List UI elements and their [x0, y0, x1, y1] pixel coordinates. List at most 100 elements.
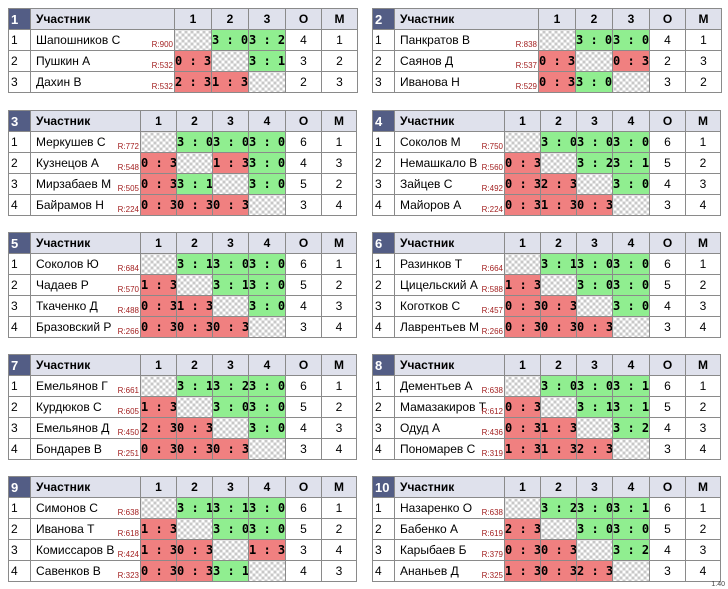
column-header-2: 2: [211, 8, 249, 30]
participant-header: Участник: [394, 354, 505, 376]
score-cell: 3 : 1: [248, 50, 286, 72]
player-name: Саянов Д: [400, 54, 454, 68]
group-number: 6: [372, 232, 395, 254]
player-place: 3: [685, 295, 721, 317]
player-name: Симонов С: [36, 501, 98, 515]
player-name-cell: Меркушев С R:772: [30, 131, 141, 153]
player-name-cell: Иванова Н R:529: [394, 71, 539, 93]
column-header-4: 4: [248, 110, 286, 132]
player-points: 4: [649, 417, 686, 439]
column-header-2: 2: [540, 354, 577, 376]
score-cell: 0 : 3: [140, 173, 177, 195]
column-header-1: 1: [140, 476, 177, 498]
column-header-2: 2: [176, 232, 213, 254]
player-name-cell: Разинков Т R:664: [394, 253, 505, 275]
score-cell: 1 : 3: [540, 194, 577, 216]
score-cell: 3 : 0: [212, 253, 249, 275]
score-cell: 3 : 0: [612, 518, 650, 540]
player-number: 1: [8, 253, 31, 275]
score-cell: 0 : 3: [176, 560, 213, 582]
player-name: Карыбаев Б: [400, 543, 467, 557]
player-name-cell: Кузнецов А R:548: [30, 152, 141, 174]
player-number: 2: [8, 396, 31, 418]
player-name-cell: Панкратов В R:838: [394, 29, 539, 51]
player-number: 1: [8, 29, 31, 51]
points-header: О: [649, 110, 686, 132]
player-number: 4: [372, 194, 395, 216]
player-name-cell: Курдюков С R:605: [30, 396, 141, 418]
player-rating: R:319: [481, 449, 503, 458]
version-label: 1.40: [711, 581, 725, 588]
player-name: Бабенко А: [400, 522, 458, 536]
player-name: Меркушев С: [36, 135, 106, 149]
points-header: О: [285, 110, 322, 132]
player-name-cell: Соколов М R:750: [394, 131, 505, 153]
player-points: 4: [649, 29, 686, 51]
score-cell: 3 : 0: [212, 131, 249, 153]
self-match-cell: [211, 50, 249, 72]
score-cell: 3 : 0: [575, 71, 613, 93]
player-number: 1: [372, 253, 395, 275]
self-match-cell: [248, 316, 286, 338]
group-number: 4: [372, 110, 395, 132]
score-cell: 0 : 3: [140, 152, 177, 174]
group-number: 9: [8, 476, 31, 498]
player-number: 2: [8, 152, 31, 174]
player-place: 2: [321, 173, 357, 195]
player-name: Шапошников С: [36, 33, 121, 47]
self-match-cell: [576, 539, 613, 561]
player-number: 3: [8, 539, 31, 561]
player-points: 4: [285, 29, 322, 51]
column-header-3: 3: [576, 354, 613, 376]
player-number: 4: [372, 560, 395, 582]
player-name: Кузнецов А: [36, 156, 99, 170]
player-points: 3: [649, 316, 686, 338]
place-header: М: [685, 8, 722, 30]
score-cell: 0 : 3: [212, 194, 249, 216]
player-place: 4: [321, 316, 357, 338]
self-match-cell: [504, 253, 541, 275]
self-match-cell: [576, 173, 613, 195]
player-number: 3: [8, 71, 31, 93]
player-place: 1: [321, 29, 358, 51]
score-cell: 2 : 3: [174, 71, 212, 93]
self-match-cell: [176, 518, 213, 540]
score-cell: 0 : 3: [540, 560, 577, 582]
player-place: 4: [685, 438, 721, 460]
participant-header: Участник: [30, 232, 141, 254]
score-cell: 3 : 0: [248, 152, 286, 174]
score-cell: 0 : 3: [504, 417, 541, 439]
player-name-cell: Бабенко А R:619: [394, 518, 505, 540]
score-cell: 3 : 0: [612, 29, 650, 51]
player-number: 4: [372, 316, 395, 338]
score-cell: 3 : 0: [612, 173, 650, 195]
column-header-1: 1: [538, 8, 576, 30]
place-header: М: [321, 476, 357, 498]
group-number: 10: [372, 476, 395, 498]
self-match-cell: [612, 194, 650, 216]
player-points: 3: [285, 539, 322, 561]
score-cell: 3 : 1: [212, 497, 249, 519]
group-number: 3: [8, 110, 31, 132]
column-header-4: 4: [612, 232, 650, 254]
player-rating: R:560: [481, 163, 503, 172]
player-place: 2: [321, 518, 357, 540]
player-points: 6: [649, 253, 686, 275]
self-match-cell: [540, 274, 577, 296]
player-name: Чадаев Р: [36, 278, 89, 292]
player-rating: R:838: [515, 40, 537, 49]
player-name-cell: Дахин В R:532: [30, 71, 175, 93]
header-row: 8 Участник 1 2 3 4 О М: [372, 354, 721, 376]
header-row: 1 Участник 1 2 3 О М: [8, 8, 358, 30]
place-header: М: [321, 110, 357, 132]
player-name-cell: Лаврентьев М R:266: [394, 316, 505, 338]
column-header-1: 1: [504, 232, 541, 254]
